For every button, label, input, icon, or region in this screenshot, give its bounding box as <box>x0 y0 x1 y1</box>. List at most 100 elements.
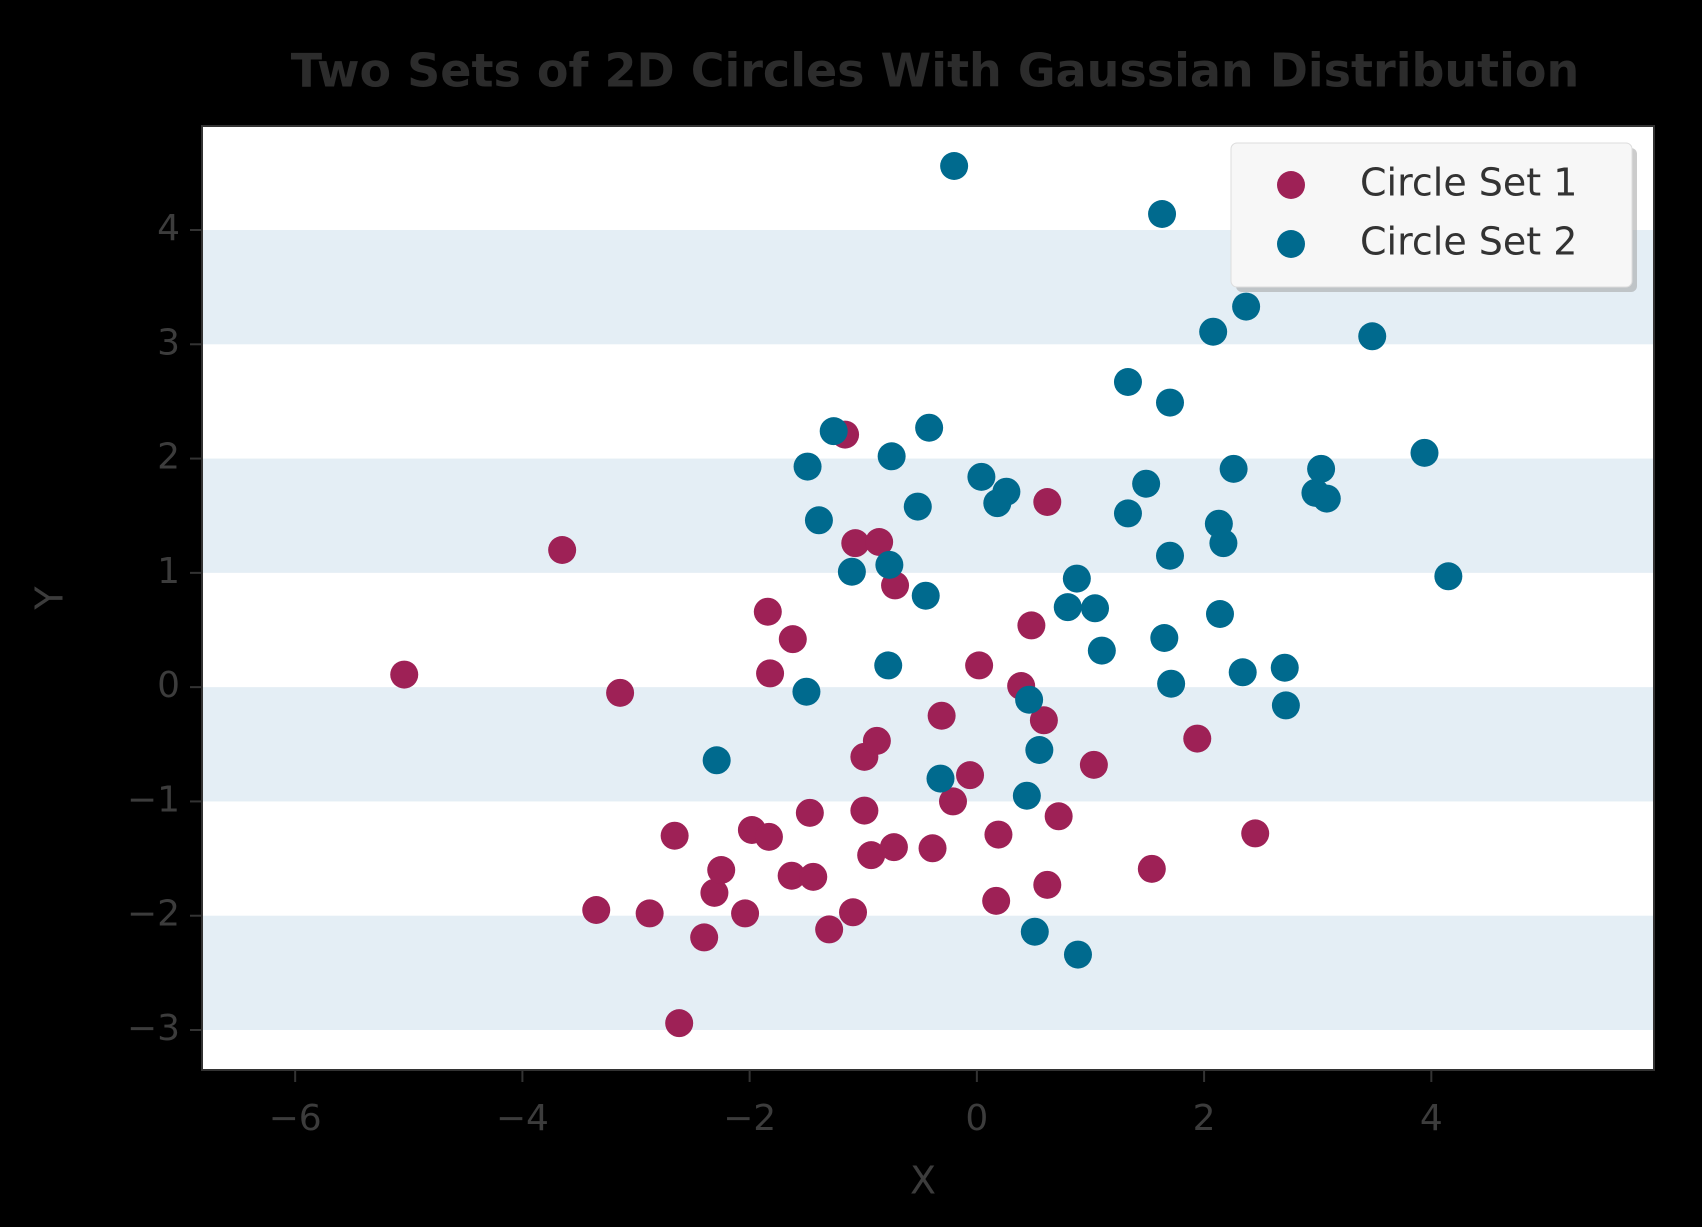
x-axis-label: X <box>910 1159 936 1203</box>
point <box>1033 870 1062 899</box>
x-tick-label: −2 <box>723 1098 776 1139</box>
point <box>1015 685 1044 714</box>
point <box>1183 724 1212 753</box>
point <box>1150 624 1179 652</box>
point <box>1156 388 1184 417</box>
point <box>690 923 719 952</box>
point <box>795 798 824 827</box>
x-tick-label: −6 <box>269 1098 322 1139</box>
point <box>874 651 903 680</box>
point <box>983 489 1012 518</box>
point <box>665 1009 694 1038</box>
legend-marker <box>1277 171 1305 199</box>
point <box>815 915 844 944</box>
legend-marker <box>1277 230 1305 258</box>
point <box>1033 488 1062 516</box>
point <box>1017 611 1046 640</box>
point <box>918 834 947 863</box>
point <box>778 625 807 654</box>
point <box>1137 854 1166 883</box>
point <box>777 861 806 890</box>
point <box>1081 594 1110 623</box>
point <box>582 896 611 924</box>
point <box>606 678 635 707</box>
point <box>548 536 577 564</box>
point <box>1113 368 1142 396</box>
point <box>753 597 782 626</box>
x-tick-label: 0 <box>965 1098 988 1139</box>
point <box>793 452 822 481</box>
y-tick-label: −1 <box>127 779 180 820</box>
background-band <box>202 915 1654 1030</box>
point <box>1148 200 1177 228</box>
point <box>903 492 932 521</box>
point <box>1241 819 1270 848</box>
point <box>700 878 729 907</box>
y-tick-label: 0 <box>157 665 180 706</box>
point <box>635 899 664 928</box>
x-tick-label: 2 <box>1193 1098 1216 1139</box>
point <box>1063 940 1092 969</box>
point <box>1079 750 1108 779</box>
point <box>1410 438 1439 467</box>
point <box>984 820 1013 849</box>
point <box>862 726 891 755</box>
point <box>1434 562 1463 591</box>
chart-title: Two Sets of 2D Circles With Gaussian Dis… <box>291 44 1580 98</box>
point <box>1270 653 1299 682</box>
point <box>792 677 821 706</box>
point <box>1209 529 1238 558</box>
x-tick-label: 4 <box>1420 1098 1443 1139</box>
legend <box>1230 142 1633 288</box>
point <box>956 761 985 790</box>
point <box>660 821 689 850</box>
point <box>707 856 736 884</box>
point <box>1232 292 1261 321</box>
point <box>837 557 866 586</box>
point <box>390 660 419 689</box>
point <box>1271 691 1300 720</box>
point <box>1312 484 1341 513</box>
point <box>799 862 828 891</box>
point <box>857 841 886 870</box>
y-tick-label: 1 <box>157 551 180 592</box>
point <box>1358 322 1387 351</box>
point <box>731 899 760 928</box>
point <box>1020 917 1049 946</box>
point <box>1044 802 1073 831</box>
point <box>819 417 848 446</box>
point <box>1062 564 1091 593</box>
point <box>940 152 969 180</box>
y-tick-label: −2 <box>127 894 180 935</box>
y-axis-label: Y <box>28 586 72 611</box>
point <box>1307 454 1336 483</box>
point <box>915 413 944 442</box>
y-tick-label: 3 <box>157 322 180 363</box>
point <box>938 787 967 816</box>
legend-label: Circle Set 1 <box>1360 161 1577 205</box>
point <box>1025 736 1054 764</box>
x-tick-label: −4 <box>496 1098 549 1139</box>
point <box>967 462 996 491</box>
point <box>865 528 894 556</box>
point <box>1132 469 1161 498</box>
y-tick-label: 2 <box>157 437 180 478</box>
point <box>1087 636 1116 665</box>
point <box>756 659 785 688</box>
point <box>1199 317 1228 346</box>
point <box>1113 499 1142 528</box>
plot-frame <box>201 125 1655 1071</box>
point <box>702 746 731 775</box>
point <box>982 886 1011 915</box>
point <box>911 581 940 610</box>
point <box>1157 669 1186 698</box>
y-tick-label: −3 <box>127 1008 180 1049</box>
point <box>1219 454 1248 483</box>
point <box>1029 706 1058 735</box>
point <box>841 529 870 558</box>
point <box>927 701 956 730</box>
point <box>1205 600 1234 628</box>
point <box>754 822 783 851</box>
